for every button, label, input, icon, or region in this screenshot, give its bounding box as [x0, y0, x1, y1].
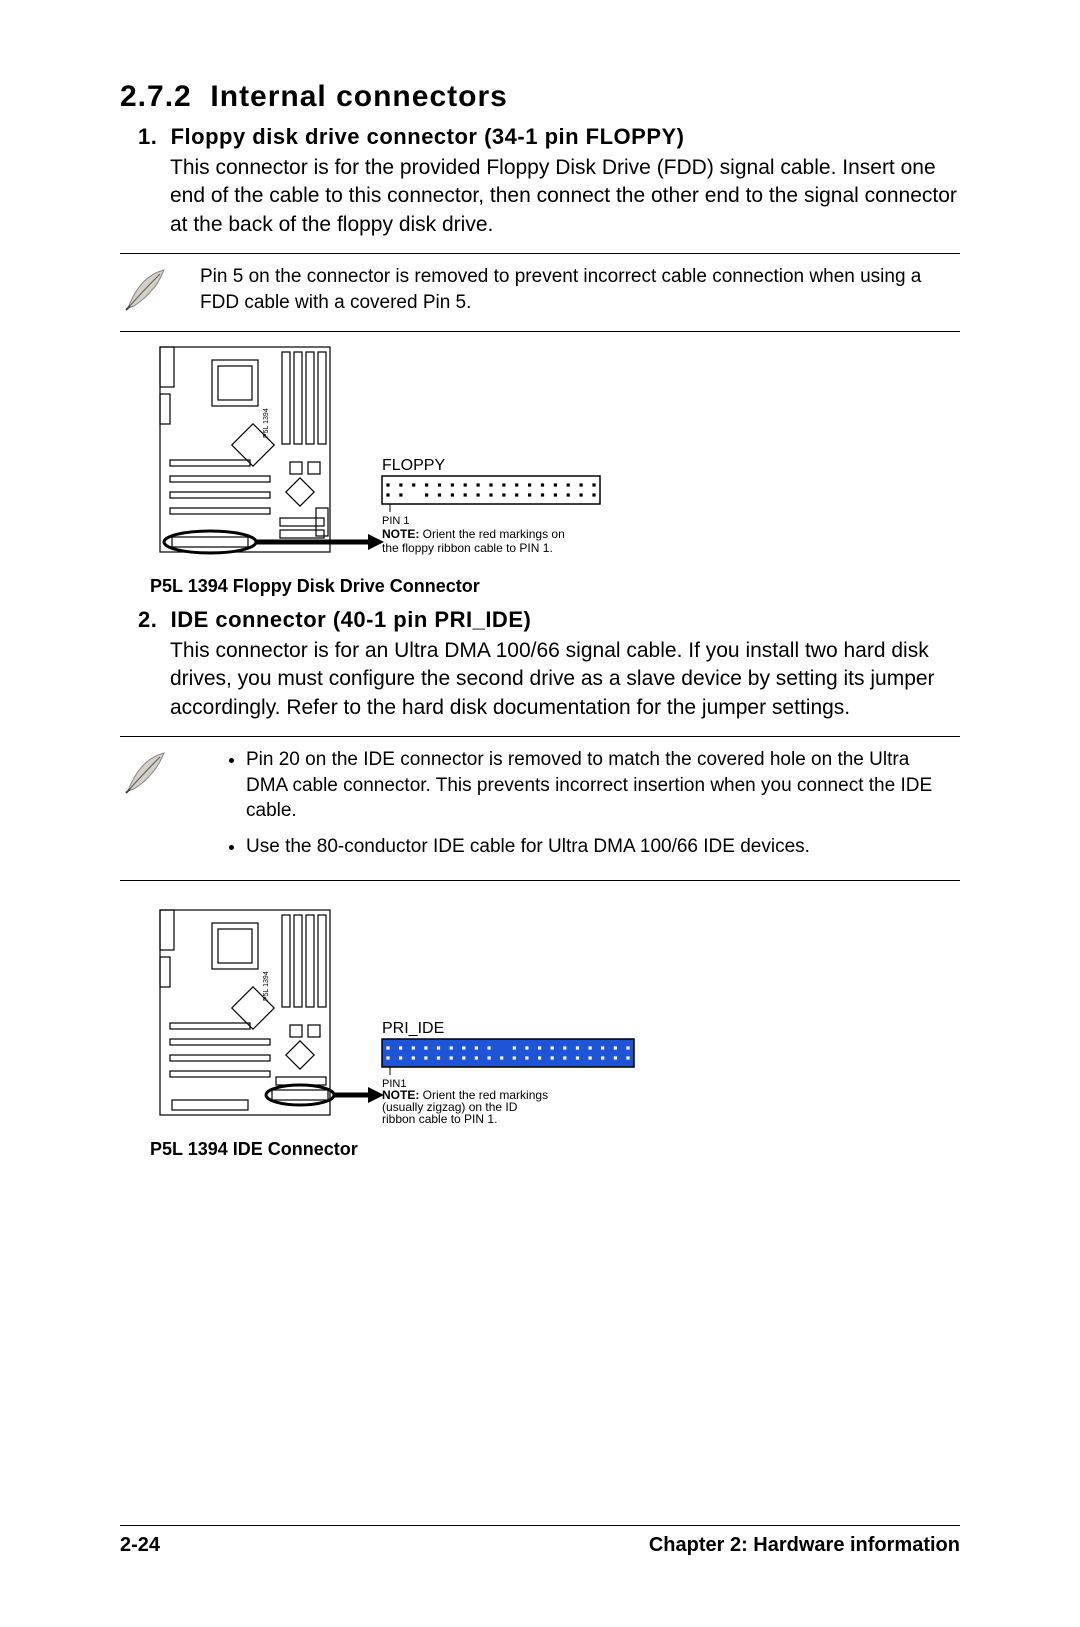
item-floppy: 1. Floppy disk drive connector (34-1 pin…: [120, 124, 960, 597]
note-bullets: Pin 20 on the IDE connector is removed t…: [200, 747, 950, 860]
note-block: Pin 20 on the IDE connector is removed t…: [120, 736, 960, 881]
svg-text:PRI_IDE: PRI_IDE: [382, 1020, 444, 1037]
svg-text:P5L 1394: P5L 1394: [263, 408, 270, 438]
note-text: Pin 5 on the connector is removed to pre…: [200, 264, 960, 315]
item-heading: 1. Floppy disk drive connector (34-1 pin…: [120, 124, 960, 150]
section-title: Internal connectors: [210, 80, 507, 113]
diagram-caption: P5L 1394 IDE Connector: [150, 1139, 960, 1160]
diagram-floppy: P5L 1394: [120, 342, 960, 597]
conn-label: FLOPPY: [382, 457, 445, 474]
item-body: This connector is for the provided Flopp…: [120, 154, 960, 239]
page-number: 2-24: [120, 1534, 160, 1557]
section-number: 2.7.2: [120, 80, 192, 113]
feather-pen-icon: [120, 264, 172, 321]
item-title: IDE connector (40-1 pin PRI_IDE): [171, 607, 532, 632]
item-body: This connector is for an Ultra DMA 100/6…: [120, 637, 960, 722]
note-bullet: Pin 20 on the IDE connector is removed t…: [246, 747, 950, 824]
svg-text:PIN 1: PIN 1: [382, 515, 410, 527]
svg-text:the floppy ribbon cable to PIN: the floppy ribbon cable to PIN 1.: [382, 541, 553, 555]
feather-pen-icon: [120, 747, 172, 804]
page-footer: 2-24 Chapter 2: Hardware information: [120, 1525, 960, 1557]
svg-text:P5L 1394: P5L 1394: [263, 971, 270, 1001]
note-bullet: Use the 80-conductor IDE cable for Ultra…: [246, 834, 950, 860]
diagram-ide: P5L 1394 PRI_ID: [120, 905, 960, 1160]
note-block: Pin 5 on the connector is removed to pre…: [120, 253, 960, 332]
item-ide: 2. IDE connector (40-1 pin PRI_IDE) This…: [120, 607, 960, 1160]
chapter-label: Chapter 2: Hardware information: [649, 1534, 960, 1557]
item-number: 1.: [138, 124, 157, 149]
svg-text:ribbon cable to PIN 1.: ribbon cable to PIN 1.: [382, 1112, 497, 1126]
item-title: Floppy disk drive connector (34-1 pin FL…: [171, 124, 685, 149]
page-content: 2.7.2 Internal connectors 1. Floppy disk…: [0, 0, 1080, 1200]
diagram-caption: P5L 1394 Floppy Disk Drive Connector: [150, 576, 960, 597]
svg-text:NOTE: Orient the red markings: NOTE: Orient the red markings on: [382, 527, 565, 541]
item-number: 2.: [138, 607, 157, 632]
item-heading: 2. IDE connector (40-1 pin PRI_IDE): [120, 607, 960, 633]
note-text: Pin 20 on the IDE connector is removed t…: [200, 747, 960, 870]
section-heading: 2.7.2 Internal connectors: [120, 80, 960, 114]
